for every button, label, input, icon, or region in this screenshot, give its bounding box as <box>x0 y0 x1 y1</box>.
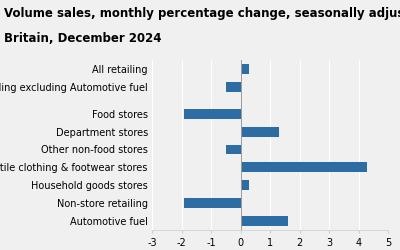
Bar <box>240 216 288 226</box>
Bar <box>240 162 367 172</box>
Bar <box>184 198 240 208</box>
Bar <box>184 109 240 118</box>
Bar <box>226 82 240 92</box>
Bar <box>240 64 249 74</box>
Text: Volume sales, monthly percentage change, seasonally adjusted, Great: Volume sales, monthly percentage change,… <box>4 8 400 20</box>
Text: Britain, December 2024: Britain, December 2024 <box>4 32 162 46</box>
Bar <box>240 127 279 136</box>
Bar <box>226 144 240 154</box>
Bar <box>240 180 249 190</box>
